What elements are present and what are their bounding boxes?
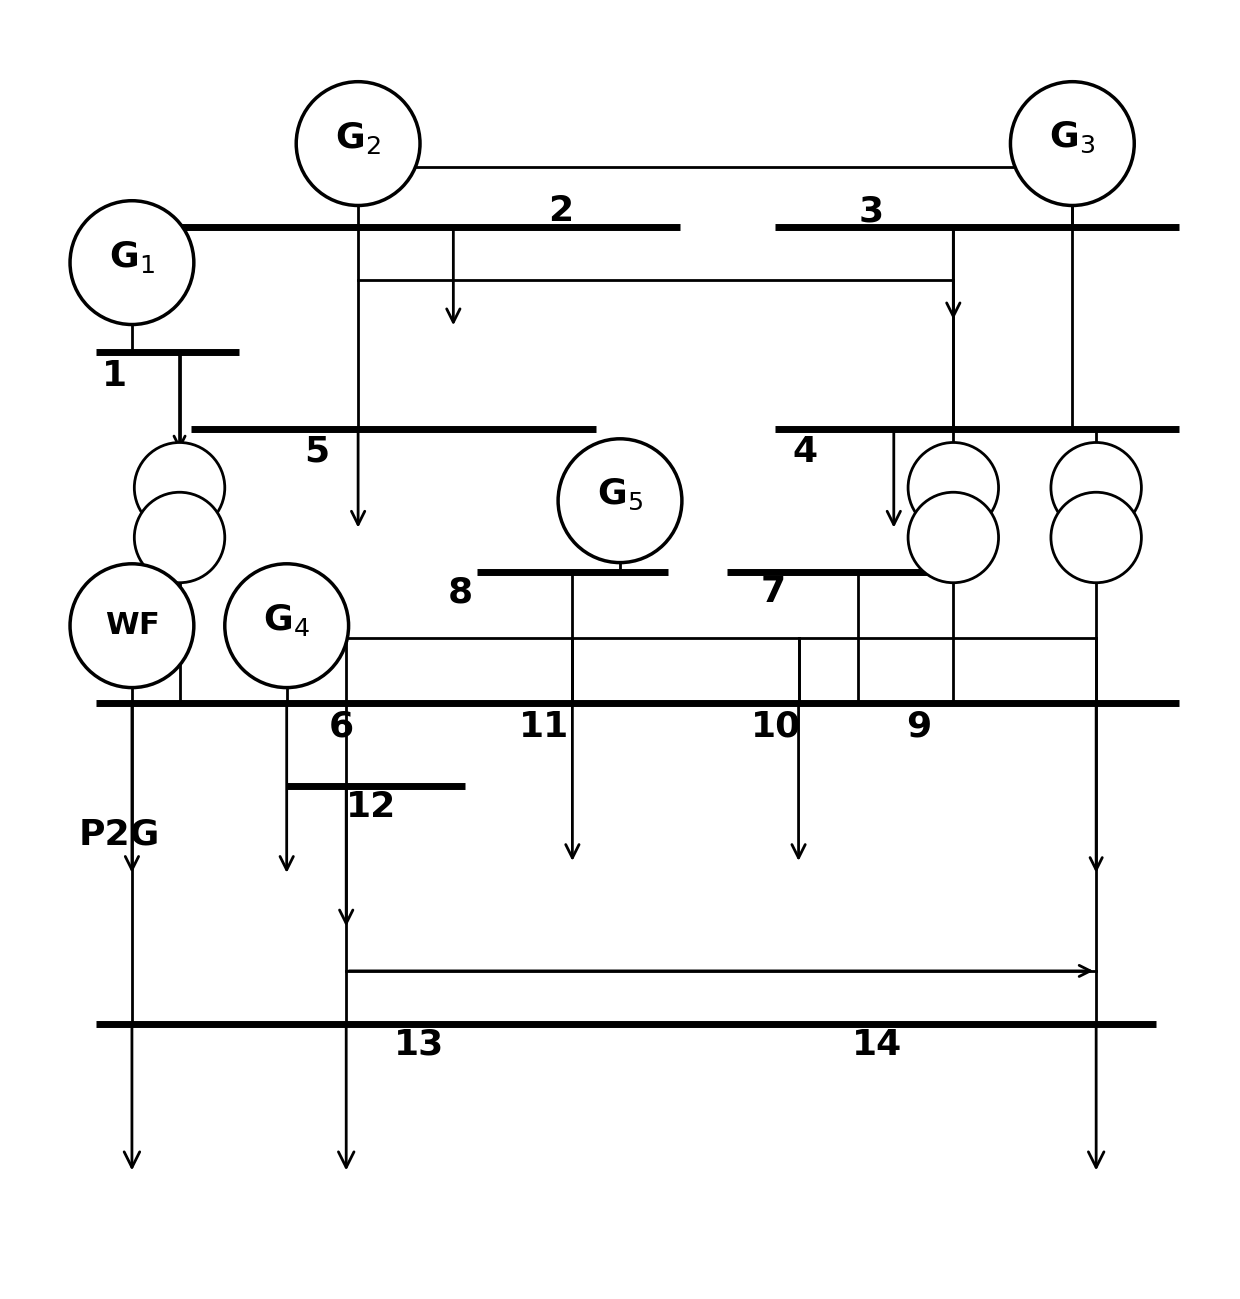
Circle shape [69, 564, 193, 687]
Circle shape [134, 443, 224, 533]
Text: 7: 7 [760, 575, 786, 609]
Circle shape [134, 492, 224, 583]
Circle shape [296, 82, 420, 205]
Text: 4: 4 [792, 435, 817, 469]
Circle shape [224, 564, 348, 687]
Circle shape [69, 201, 193, 325]
Circle shape [1011, 82, 1135, 205]
Text: 11: 11 [518, 709, 569, 744]
Text: P2G: P2G [78, 817, 160, 851]
Text: 6: 6 [329, 709, 353, 744]
Text: $\mathbf{G}_{3}$: $\mathbf{G}_{3}$ [1049, 120, 1095, 156]
Text: 10: 10 [751, 709, 801, 744]
Text: 8: 8 [448, 575, 472, 609]
Text: 9: 9 [905, 709, 931, 744]
Circle shape [1052, 492, 1141, 583]
Circle shape [908, 443, 998, 533]
Text: 5: 5 [305, 435, 330, 469]
Text: $\mathbf{G}_{4}$: $\mathbf{G}_{4}$ [263, 601, 310, 638]
Text: $\mathbf{G}_{2}$: $\mathbf{G}_{2}$ [335, 120, 381, 156]
Text: 12: 12 [346, 790, 397, 824]
Text: 14: 14 [852, 1028, 903, 1061]
Text: 1: 1 [102, 359, 128, 392]
Circle shape [1052, 443, 1141, 533]
Text: $\mathbf{WF}$: $\mathbf{WF}$ [105, 612, 159, 640]
Circle shape [558, 439, 682, 562]
Text: 3: 3 [858, 195, 883, 229]
Text: 13: 13 [394, 1028, 444, 1061]
Circle shape [908, 492, 998, 583]
Text: $\mathbf{G}_{5}$: $\mathbf{G}_{5}$ [598, 477, 642, 512]
Text: $\mathbf{G}_{1}$: $\mathbf{G}_{1}$ [109, 239, 155, 274]
Text: 2: 2 [548, 195, 574, 229]
